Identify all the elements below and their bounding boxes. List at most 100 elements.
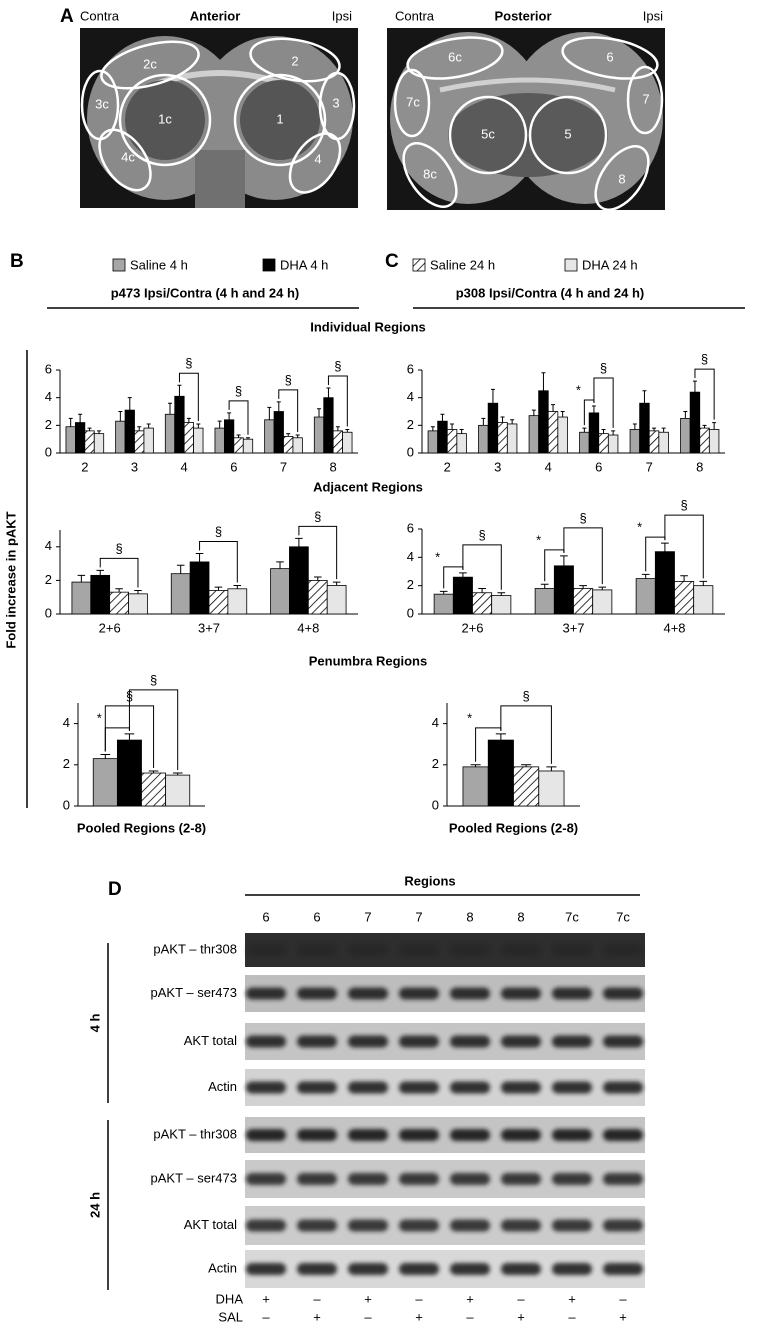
significance-bracket	[327, 375, 348, 427]
region-label: 2	[291, 53, 298, 68]
significance-label: §	[115, 541, 122, 556]
y-tick-label: 2	[432, 756, 439, 771]
bar	[588, 412, 600, 454]
treatment-sign: –	[313, 1291, 321, 1306]
error-bar	[551, 404, 556, 412]
y-tick-label: 2	[45, 572, 52, 587]
error-bar	[540, 583, 549, 589]
bar	[289, 546, 309, 615]
y-tick-label: 4	[63, 715, 70, 730]
error-bar	[582, 427, 587, 433]
panel-label: A	[60, 6, 74, 27]
x-tick-label: 3+7	[562, 620, 584, 635]
bar	[693, 585, 714, 615]
bar	[629, 429, 641, 454]
panel-label: C	[385, 251, 399, 272]
blot-band	[297, 944, 337, 956]
y-tick-label: 0	[45, 605, 52, 620]
error-bar	[267, 406, 272, 420]
treatment-sign: –	[262, 1309, 270, 1324]
y-tick-label: 4	[432, 715, 439, 730]
error-bar	[481, 417, 486, 426]
row-label: pAKT – ser473	[151, 985, 237, 1000]
treatment-sign: –	[466, 1309, 474, 1324]
error-bar	[96, 430, 101, 434]
blot-band	[399, 1173, 439, 1185]
error-bar	[440, 413, 445, 422]
legend-swatch	[262, 258, 276, 272]
x-tick-label: 8	[330, 459, 337, 474]
x-tick-label: 3+7	[198, 620, 220, 635]
blot-band	[348, 1219, 388, 1232]
blot-band	[246, 987, 286, 1000]
treatment-sign: –	[568, 1309, 576, 1324]
significance-label: *	[576, 382, 581, 397]
bar	[164, 413, 176, 454]
error-bar	[560, 411, 565, 418]
blot-band	[399, 1219, 439, 1232]
error-bar	[450, 423, 455, 430]
error-bar	[137, 426, 142, 431]
region-label: 5c	[481, 126, 495, 141]
blot-band	[246, 1081, 286, 1094]
x-axis-label: Pooled Regions (2-8)	[77, 820, 206, 835]
contra-label: Contra	[395, 8, 435, 23]
bar	[462, 766, 489, 807]
error-bar	[345, 428, 350, 433]
error-bar	[521, 764, 532, 767]
blot-band	[399, 944, 439, 956]
bar	[65, 426, 76, 454]
bar	[74, 422, 86, 454]
blot-band	[297, 1129, 337, 1141]
significance-label: §	[579, 510, 586, 525]
bar	[270, 568, 290, 615]
error-bar	[177, 384, 182, 397]
treatment-sign: +	[415, 1309, 423, 1324]
error-bar	[317, 408, 322, 418]
legend-label: DHA 24 h	[582, 257, 638, 272]
lane-label: 7c	[565, 909, 579, 924]
y-tick-label: 2	[407, 577, 414, 592]
legend-label: DHA 4 h	[280, 257, 328, 272]
significance-bracket	[178, 372, 199, 421]
significance-bracket	[462, 544, 502, 590]
significance-bracket	[278, 389, 299, 433]
blot-band	[450, 1219, 490, 1232]
significance-label: §	[314, 509, 321, 524]
blot-band	[450, 944, 490, 956]
error-bar	[276, 561, 284, 569]
error-bar	[195, 553, 204, 562]
blot-band	[450, 1173, 490, 1185]
error-bar	[227, 412, 232, 420]
error-bar	[497, 592, 506, 596]
blot-band	[501, 1081, 541, 1094]
bar	[648, 430, 660, 454]
blot-band	[552, 1173, 592, 1185]
error-bar	[326, 387, 331, 398]
bar	[478, 424, 489, 454]
bar	[128, 593, 148, 615]
y-tick-label: 4	[407, 549, 414, 564]
bar	[553, 565, 574, 615]
bar	[487, 739, 514, 807]
error-bar	[148, 770, 159, 774]
region-label: 7c	[406, 94, 420, 109]
bar	[84, 430, 95, 454]
region-label: 4	[314, 151, 321, 166]
treatment-label: SAL	[218, 1309, 243, 1324]
lane-label: 6	[262, 909, 269, 924]
bar	[214, 427, 225, 454]
bar	[273, 411, 284, 454]
error-bar	[146, 423, 151, 429]
significance-label: §	[334, 358, 341, 373]
significance-bracket	[664, 514, 704, 579]
error-bar	[134, 589, 142, 594]
blot-band	[552, 1219, 592, 1232]
error-bar	[186, 417, 191, 423]
x-tick-label: 2+6	[461, 620, 483, 635]
error-bar	[313, 576, 322, 581]
bar	[292, 437, 303, 454]
legend-swatch	[412, 258, 426, 272]
error-bar	[712, 422, 717, 430]
